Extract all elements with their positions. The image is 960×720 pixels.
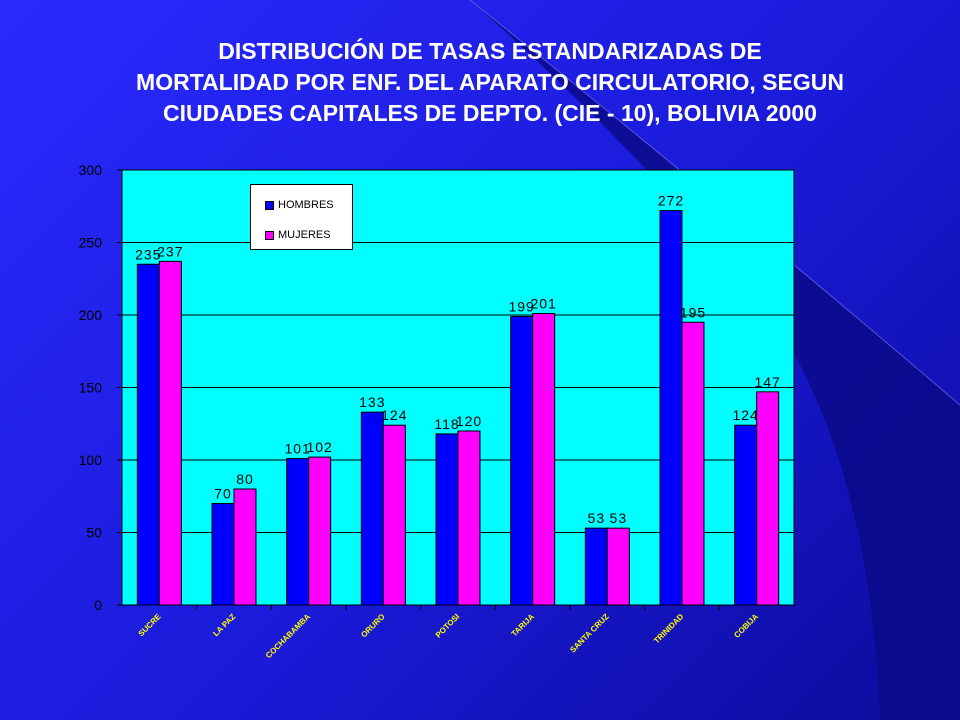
background-swoosh bbox=[470, 0, 960, 720]
title-line-3: CIUDADES CAPITALES DE DEPTO. (CIE - 10),… bbox=[163, 100, 817, 126]
y-tick-label: 300 bbox=[79, 162, 103, 178]
bar-hombres bbox=[659, 210, 683, 606]
legend-label-mujeres: MUJERES bbox=[278, 229, 331, 241]
bar-hombres bbox=[734, 424, 758, 606]
x-tick-label: COBIJA bbox=[732, 612, 760, 640]
y-tick-label: 100 bbox=[79, 452, 103, 468]
bar-mujeres bbox=[756, 391, 780, 606]
bar-mujeres bbox=[233, 488, 257, 606]
legend-swatch-hombres bbox=[265, 200, 274, 210]
x-tick-label: TRINIDAD bbox=[652, 612, 686, 646]
legend-label-hombres: HOMBRES bbox=[278, 199, 334, 211]
data-label-hombres: 133 bbox=[359, 394, 385, 410]
data-label-hombres: 101 bbox=[284, 441, 310, 457]
bar-mujeres bbox=[606, 527, 630, 606]
data-label-hombres: 272 bbox=[658, 193, 684, 209]
data-label-mujeres: 102 bbox=[306, 439, 332, 455]
bar-mujeres bbox=[457, 430, 481, 606]
bar-hombres bbox=[510, 315, 534, 606]
x-tick-label: TARIJA bbox=[510, 612, 537, 639]
legend: HOMBRES MUJERES bbox=[250, 184, 353, 250]
legend-item-mujeres: MUJERES bbox=[265, 229, 331, 241]
data-label-mujeres: 195 bbox=[680, 304, 706, 320]
y-tick-label: 0 bbox=[94, 597, 102, 613]
data-label-hombres: 53 bbox=[588, 510, 606, 526]
data-label-hombres: 70 bbox=[214, 486, 232, 502]
data-label-mujeres: 147 bbox=[754, 374, 780, 390]
x-tick-label: SUCRE bbox=[137, 612, 164, 639]
bar-mujeres bbox=[308, 456, 332, 606]
data-label-hombres: 118 bbox=[434, 416, 459, 432]
bar-mujeres bbox=[681, 321, 705, 606]
x-tick-label: LA PAZ bbox=[211, 612, 237, 638]
data-label-hombres: 199 bbox=[508, 298, 534, 314]
y-tick-label: 150 bbox=[79, 380, 103, 396]
bar-hombres bbox=[435, 433, 459, 606]
title-line-1: DISTRIBUCIÓN DE TASAS ESTANDARIZADAS DE bbox=[218, 38, 762, 64]
x-tick-label: SANTA CRUZ bbox=[568, 612, 611, 655]
legend-item-hombres: HOMBRES bbox=[265, 199, 334, 211]
bar-mujeres bbox=[158, 260, 182, 606]
data-label-mujeres: 124 bbox=[381, 407, 407, 423]
data-label-mujeres: 80 bbox=[236, 471, 254, 487]
y-tick-label: 250 bbox=[79, 235, 103, 251]
x-tick-label: ORURO bbox=[359, 612, 386, 639]
bar-hombres bbox=[286, 458, 310, 606]
data-label-mujeres: 201 bbox=[530, 296, 556, 312]
title-line-2: MORTALIDAD POR ENF. DEL APARATO CIRCULAT… bbox=[136, 69, 844, 95]
data-label-hombres: 124 bbox=[732, 407, 758, 423]
data-label-hombres: 235 bbox=[135, 246, 161, 262]
data-label-mujeres: 237 bbox=[157, 243, 183, 259]
bar-mujeres bbox=[382, 424, 406, 606]
bar-hombres bbox=[211, 503, 235, 606]
x-tick-label: POTOSI bbox=[434, 612, 462, 640]
bar-hombres bbox=[136, 263, 160, 606]
bar-mujeres bbox=[532, 313, 556, 606]
data-label-mujeres: 120 bbox=[456, 413, 482, 429]
chart-title: DISTRIBUCIÓN DE TASAS ESTANDARIZADAS DE … bbox=[60, 36, 920, 129]
bar-hombres bbox=[584, 527, 608, 606]
bar-hombres bbox=[360, 411, 384, 606]
y-axis: 0 50 100 150 200 250 300 bbox=[79, 162, 122, 613]
x-tick-label: COCHABAMBA bbox=[264, 612, 312, 660]
y-tick-label: 200 bbox=[79, 307, 103, 323]
legend-swatch-mujeres bbox=[265, 230, 274, 240]
y-tick-label: 50 bbox=[86, 525, 102, 541]
data-label-mujeres: 53 bbox=[610, 510, 628, 526]
x-axis: SUCRE LA PAZ COCHABAMBA ORURO POTOSI TARIJA SA… bbox=[137, 605, 760, 660]
